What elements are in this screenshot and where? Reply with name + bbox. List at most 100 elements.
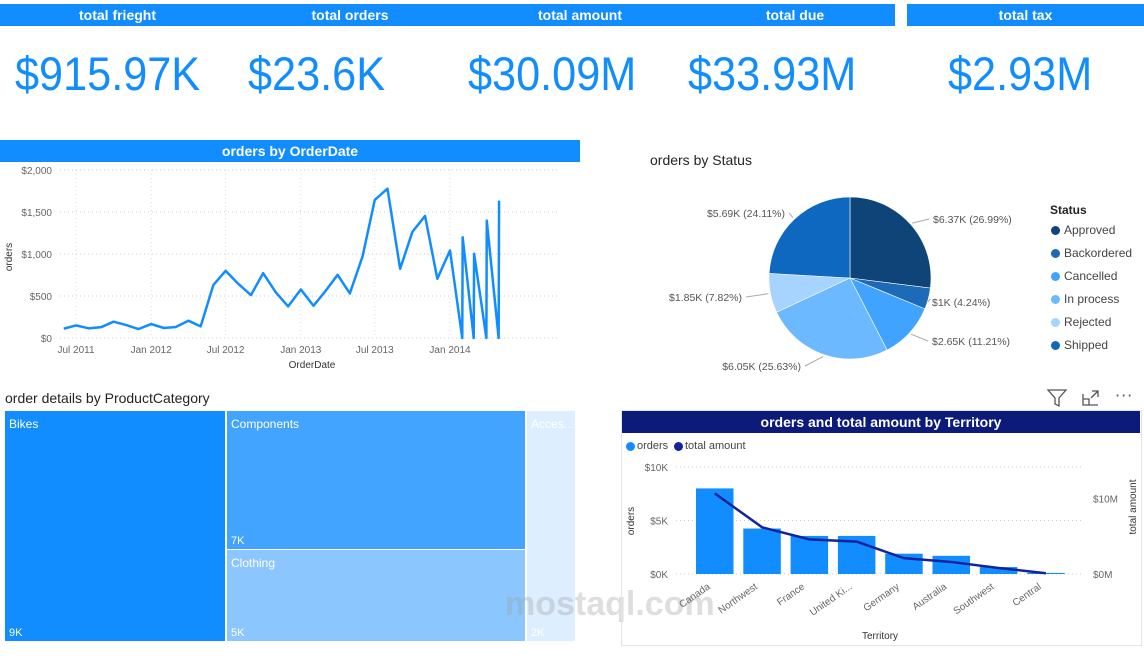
legend-dot (1051, 340, 1060, 350)
kpi-value: $2.93M (948, 47, 1093, 100)
kpi-value: $23.6K (248, 47, 386, 100)
slice-data-label: $2.65K (11.21%) (932, 336, 1010, 348)
legend-item[interactable]: Backordered (1051, 246, 1132, 260)
focus-mode-icon[interactable] (1081, 389, 1101, 407)
legend-label: In process (1064, 292, 1120, 306)
pie-slice[interactable] (768, 196, 851, 279)
legend-label: total amount (685, 440, 746, 452)
orders-bar[interactable] (696, 488, 734, 574)
watermark: mostaql.com (505, 585, 715, 623)
y-tick-label: $1,000 (21, 250, 52, 261)
treemap-title: order details by ProductCategory (5, 390, 210, 406)
orders-by-status-chart[interactable]: $6.37K (26.99%) $1K (4.24%) $2.65K (11.21%… (640, 175, 1040, 380)
treemap-tile[interactable]: Acces... 2K (526, 410, 576, 642)
orders-line[interactable] (63, 187, 501, 340)
orders-bar[interactable] (743, 528, 781, 574)
legend-dot (1051, 271, 1060, 281)
kpi-label: total due (695, 4, 895, 26)
treemap-tile[interactable]: Bikes 9K (4, 410, 226, 642)
slice-data-label: $1.85K (7.82%) (669, 292, 742, 304)
treemap-tile[interactable]: Components 7K (226, 410, 526, 550)
tile-value: 7K (231, 535, 245, 547)
legend-item[interactable]: Rejected (1051, 315, 1111, 329)
kpi-label: total orders (235, 4, 465, 26)
legend-dot (626, 441, 635, 451)
legend-item[interactable]: orders (626, 440, 668, 452)
pie-slice[interactable] (849, 196, 932, 289)
orders-bar[interactable] (885, 553, 923, 574)
pie-slice[interactable] (776, 277, 888, 360)
territory-chart-title: orders and total amount by Territory (622, 411, 1140, 433)
pie-legend-title: Status (1050, 203, 1087, 217)
leader-line (804, 356, 824, 367)
filter-icon[interactable] (1046, 388, 1068, 408)
x-tick-label: France (775, 581, 807, 608)
legend-dot (1051, 294, 1060, 304)
y-tick-label: $1,500 (21, 208, 52, 219)
tile-value: 5K (231, 627, 245, 639)
more-options-icon[interactable]: ··· (1115, 386, 1134, 405)
tile-value: 2K (531, 627, 545, 639)
x-tick-label: Jan 2013 (280, 345, 322, 356)
pie-chart-title: orders by Status (650, 152, 752, 168)
x-tick-label: Southwest (952, 581, 997, 617)
tile-label: Acces... (531, 417, 574, 431)
slice-data-label: $6.37K (26.99%) (933, 214, 1012, 226)
leader-line (910, 333, 929, 342)
orders-by-territory-chart[interactable]: $0K $5K $10K $0M $10M Canada Northwest France Un… (622, 455, 1142, 645)
leader-line (927, 298, 931, 303)
treemap-tile[interactable]: Clothing 5K (226, 549, 526, 642)
x-tick-label: Jul 2011 (57, 345, 95, 356)
kpi-label: total frieght (0, 4, 235, 26)
x-tick-label: Central (1011, 581, 1044, 609)
legend-item[interactable]: In process (1051, 292, 1119, 306)
legend-label: orders (637, 440, 669, 452)
leader-line (788, 212, 794, 219)
legend-dot (1051, 248, 1060, 258)
y-tick-label: $0 (41, 334, 53, 345)
orders-bar[interactable] (790, 535, 829, 574)
y2-tick-label: $0M (1093, 570, 1112, 581)
tile-label: Components (231, 417, 300, 431)
kpi-value: $915.97K (15, 47, 201, 100)
y2-tick-label: $10M (1093, 495, 1118, 506)
slice-data-label: $1K (4.24%) (932, 297, 990, 309)
orders-bar[interactable] (979, 567, 1018, 574)
kpi-label: total amount (465, 4, 695, 26)
tile-value: 9K (9, 627, 23, 639)
orders-bar[interactable] (1027, 572, 1065, 574)
territory-chart-frame (621, 410, 1142, 646)
slice-data-label: $5.69K (24.11%) (707, 208, 785, 220)
kpi-value: $33.93M (688, 47, 857, 100)
legend-label: Cancelled (1064, 269, 1118, 283)
tile-label: Bikes (9, 417, 39, 431)
y-tick-label: $0K (650, 570, 668, 581)
x-tick-label: Canada (677, 581, 712, 610)
leader-line (912, 218, 930, 224)
legend-item[interactable]: total amount (674, 440, 746, 452)
tile-label: Clothing (231, 556, 276, 570)
y-axis-title: orders (4, 243, 15, 271)
kpi-value: $30.09M (468, 47, 637, 100)
slice-data-label: $6.05K (25.63%) (722, 361, 801, 373)
x-axis-title: Territory (862, 631, 898, 642)
legend-item[interactable]: Approved (1051, 223, 1115, 237)
kpi-label: total tax (907, 4, 1144, 26)
y-tick-label: $5K (650, 517, 668, 528)
legend-dot (1051, 225, 1060, 235)
orders-bar[interactable] (932, 555, 971, 574)
legend-label: Rejected (1064, 315, 1112, 329)
legend-dot (674, 441, 683, 451)
line-chart-title: orders by OrderDate (0, 140, 580, 162)
legend-item[interactable]: Cancelled (1051, 269, 1117, 283)
x-tick-label: United Ki... (808, 581, 854, 618)
x-axis-title: OrderDate (289, 360, 336, 371)
y-axis-title: orders (626, 507, 637, 535)
x-tick-label: Australia (911, 581, 950, 613)
y-tick-label: $2,000 (21, 166, 52, 177)
orders-by-date-chart[interactable]: $0 $500 $1,000 $1,500 $2,000 Jul 2011 Jan 2012… (0, 162, 590, 377)
x-tick-label: Jan 2012 (131, 345, 173, 356)
legend-label: Approved (1064, 223, 1116, 237)
legend-item[interactable]: Shipped (1051, 338, 1108, 352)
total-amount-line[interactable] (714, 492, 1046, 575)
